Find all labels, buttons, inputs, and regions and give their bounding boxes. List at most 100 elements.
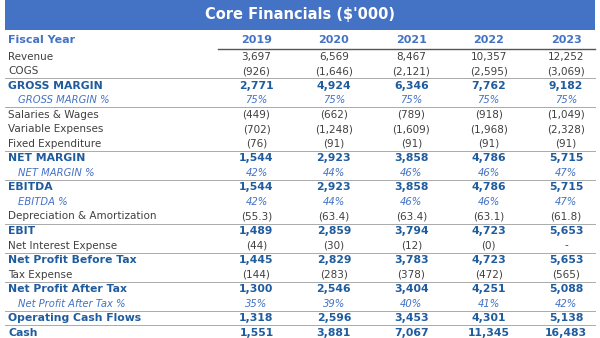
Text: NET MARGIN: NET MARGIN xyxy=(8,153,86,163)
Text: (2,328): (2,328) xyxy=(547,124,585,134)
Text: 42%: 42% xyxy=(555,299,577,309)
Text: (91): (91) xyxy=(556,139,577,149)
Text: Net Profit After Tax %: Net Profit After Tax % xyxy=(18,299,125,309)
Text: 1,300: 1,300 xyxy=(239,284,274,294)
Text: 1,551: 1,551 xyxy=(239,328,274,338)
Text: 75%: 75% xyxy=(555,95,577,105)
Text: Salaries & Wages: Salaries & Wages xyxy=(8,110,99,120)
Text: 4,251: 4,251 xyxy=(472,284,506,294)
Text: (0): (0) xyxy=(481,241,496,250)
Text: (472): (472) xyxy=(475,270,503,280)
Text: 2,859: 2,859 xyxy=(317,226,351,236)
Text: 3,881: 3,881 xyxy=(317,328,351,338)
Text: COGS: COGS xyxy=(8,66,39,76)
Text: 2019: 2019 xyxy=(241,34,272,45)
Text: 4,723: 4,723 xyxy=(472,226,506,236)
Text: 1,445: 1,445 xyxy=(239,255,274,265)
Text: 5,653: 5,653 xyxy=(549,226,583,236)
Text: 2,546: 2,546 xyxy=(317,284,351,294)
Text: 2021: 2021 xyxy=(396,34,427,45)
Text: EBIT: EBIT xyxy=(8,226,35,236)
Text: 47%: 47% xyxy=(555,197,577,207)
Text: 2,596: 2,596 xyxy=(317,313,351,323)
Text: 1,544: 1,544 xyxy=(239,183,274,192)
Text: Net Profit After Tax: Net Profit After Tax xyxy=(8,284,127,294)
Text: 3,697: 3,697 xyxy=(242,52,271,62)
Text: 2,923: 2,923 xyxy=(317,183,351,192)
Text: 46%: 46% xyxy=(400,197,422,207)
Text: 3,783: 3,783 xyxy=(394,255,428,265)
Text: (1,609): (1,609) xyxy=(392,124,430,134)
Text: EBITDA: EBITDA xyxy=(8,183,53,192)
Text: 6,346: 6,346 xyxy=(394,81,428,91)
Text: Tax Expense: Tax Expense xyxy=(8,270,73,280)
Text: 6,569: 6,569 xyxy=(319,52,349,62)
Text: 2,923: 2,923 xyxy=(317,153,351,163)
Text: Fiscal Year: Fiscal Year xyxy=(8,34,76,45)
Text: 41%: 41% xyxy=(478,299,500,309)
Text: Net Profit Before Tax: Net Profit Before Tax xyxy=(8,255,137,265)
Text: (12): (12) xyxy=(401,241,422,250)
Text: (30): (30) xyxy=(323,241,344,250)
Text: 1,489: 1,489 xyxy=(239,226,274,236)
Text: (1,968): (1,968) xyxy=(470,124,508,134)
Text: (44): (44) xyxy=(246,241,267,250)
Text: 3,453: 3,453 xyxy=(394,313,428,323)
Text: 3,858: 3,858 xyxy=(394,153,428,163)
Text: 4,723: 4,723 xyxy=(472,255,506,265)
Text: 10,357: 10,357 xyxy=(470,52,507,62)
Text: 11,345: 11,345 xyxy=(468,328,510,338)
Text: 3,404: 3,404 xyxy=(394,284,428,294)
Text: (91): (91) xyxy=(323,139,344,149)
Text: 16,483: 16,483 xyxy=(545,328,587,338)
Text: (702): (702) xyxy=(242,124,271,134)
Text: (91): (91) xyxy=(401,139,422,149)
Text: (144): (144) xyxy=(242,270,271,280)
Text: 2020: 2020 xyxy=(319,34,349,45)
Text: (2,595): (2,595) xyxy=(470,66,508,76)
Text: 2,771: 2,771 xyxy=(239,81,274,91)
Text: 7,762: 7,762 xyxy=(472,81,506,91)
Text: (63.4): (63.4) xyxy=(318,212,350,221)
Text: (91): (91) xyxy=(478,139,499,149)
Text: 35%: 35% xyxy=(245,299,268,309)
Text: 44%: 44% xyxy=(323,197,345,207)
Text: 39%: 39% xyxy=(323,299,345,309)
Text: Operating Cash Flows: Operating Cash Flows xyxy=(8,313,142,323)
Text: 46%: 46% xyxy=(400,168,422,178)
Text: 4,786: 4,786 xyxy=(472,183,506,192)
Text: 5,653: 5,653 xyxy=(549,255,583,265)
Text: EBITDA %: EBITDA % xyxy=(18,197,68,207)
Text: 1,318: 1,318 xyxy=(239,313,274,323)
Text: 75%: 75% xyxy=(245,95,268,105)
Text: 4,786: 4,786 xyxy=(472,153,506,163)
Text: (1,049): (1,049) xyxy=(547,110,585,120)
Text: (449): (449) xyxy=(242,110,271,120)
Text: Revenue: Revenue xyxy=(8,52,53,62)
Text: (76): (76) xyxy=(246,139,267,149)
Text: 3,794: 3,794 xyxy=(394,226,428,236)
Text: (789): (789) xyxy=(397,110,425,120)
Text: -: - xyxy=(564,241,568,250)
Text: (1,248): (1,248) xyxy=(315,124,353,134)
Text: 12,252: 12,252 xyxy=(548,52,584,62)
Text: GROSS MARGIN %: GROSS MARGIN % xyxy=(18,95,110,105)
Text: GROSS MARGIN: GROSS MARGIN xyxy=(8,81,103,91)
Text: 7,067: 7,067 xyxy=(394,328,428,338)
Text: 75%: 75% xyxy=(323,95,345,105)
Text: 3,858: 3,858 xyxy=(394,183,428,192)
Text: 4,924: 4,924 xyxy=(317,81,351,91)
Text: (565): (565) xyxy=(552,270,580,280)
Text: (61.8): (61.8) xyxy=(550,212,582,221)
Text: 2022: 2022 xyxy=(473,34,504,45)
Text: 47%: 47% xyxy=(555,168,577,178)
Text: (1,646): (1,646) xyxy=(315,66,353,76)
Text: Net Interest Expense: Net Interest Expense xyxy=(8,241,118,250)
Text: 44%: 44% xyxy=(323,168,345,178)
Text: (378): (378) xyxy=(397,270,425,280)
Text: Core Financials ($'000): Core Financials ($'000) xyxy=(205,7,395,22)
Text: 75%: 75% xyxy=(478,95,500,105)
Text: NET MARGIN %: NET MARGIN % xyxy=(18,168,95,178)
Text: (662): (662) xyxy=(320,110,348,120)
Text: 8,467: 8,467 xyxy=(397,52,426,62)
